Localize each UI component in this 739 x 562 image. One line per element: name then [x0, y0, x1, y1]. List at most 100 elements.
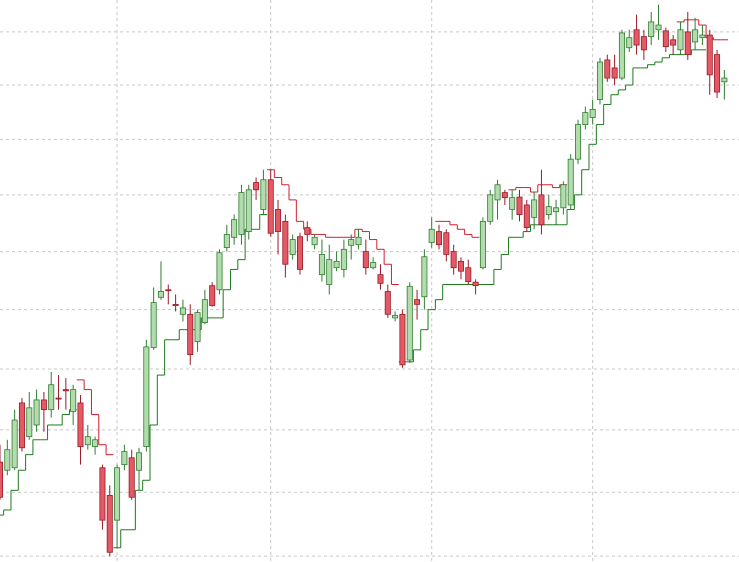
candle — [611, 54, 618, 86]
candle — [84, 424, 91, 450]
candle — [421, 249, 428, 310]
candle-body — [450, 251, 457, 269]
candle-body — [567, 158, 574, 206]
candle — [106, 485, 113, 557]
candle — [699, 25, 706, 46]
candle — [304, 221, 311, 242]
candle — [414, 289, 421, 320]
candle — [209, 282, 216, 307]
candle-body — [165, 289, 172, 292]
candle — [377, 264, 384, 290]
candle — [523, 199, 530, 232]
candle — [355, 229, 362, 250]
candle-body — [457, 260, 464, 272]
candle — [501, 189, 508, 205]
candle — [714, 49, 721, 98]
candle — [626, 29, 633, 52]
candle-body — [33, 399, 40, 426]
candle-body — [289, 239, 296, 255]
candle-body — [318, 254, 325, 276]
candle-body — [553, 207, 560, 213]
candle-body — [157, 291, 164, 298]
candle-body — [465, 267, 472, 283]
candle-body — [70, 389, 77, 412]
candle — [589, 99, 596, 125]
candle-body — [326, 259, 333, 285]
candle-body — [575, 124, 582, 160]
candle-body — [245, 189, 252, 232]
candle — [92, 436, 99, 455]
candle-body — [92, 439, 99, 447]
candle — [472, 279, 479, 295]
candle-body — [399, 313, 406, 366]
candle — [201, 289, 208, 325]
candle — [443, 229, 450, 262]
candle — [596, 57, 603, 105]
candle-body — [538, 194, 545, 226]
candle-body — [604, 59, 611, 79]
candle — [465, 259, 472, 285]
candle-body — [99, 467, 106, 521]
candle-body — [721, 77, 728, 83]
candle — [157, 261, 164, 300]
candle-body — [40, 399, 47, 411]
candle — [231, 214, 238, 245]
candle-body — [114, 467, 121, 521]
candle — [640, 29, 647, 60]
candle — [340, 239, 347, 278]
candle-body — [282, 220, 289, 265]
candle-body — [48, 384, 55, 411]
candle — [362, 239, 369, 275]
candle — [245, 184, 252, 240]
candle-body — [662, 30, 669, 48]
candle-body — [209, 285, 216, 306]
candle-body — [275, 209, 282, 232]
candle-body — [443, 232, 450, 255]
candle — [143, 339, 150, 452]
candle-body — [333, 260, 340, 269]
candle — [128, 449, 135, 500]
candle-body — [4, 449, 11, 471]
candle-body — [714, 54, 721, 93]
candle — [406, 282, 413, 364]
candle-body — [670, 39, 677, 46]
candle — [311, 234, 318, 250]
candle-body — [355, 236, 362, 246]
candle — [348, 234, 355, 260]
candle-body — [706, 34, 713, 76]
candle — [70, 384, 77, 425]
candle-body — [150, 302, 157, 348]
candle — [26, 391, 33, 440]
candle-body — [479, 220, 486, 269]
candle — [187, 304, 194, 365]
candle-body — [472, 281, 479, 287]
candle-body — [106, 494, 113, 553]
candle-body — [377, 274, 384, 284]
candle-body — [428, 228, 435, 243]
candle — [538, 169, 545, 235]
candle — [165, 284, 172, 305]
candle — [18, 398, 25, 452]
candle — [4, 439, 11, 476]
candle — [11, 409, 18, 471]
candle — [662, 27, 669, 52]
candle — [194, 309, 201, 352]
candle-body — [194, 312, 201, 342]
candle — [692, 17, 699, 50]
candle — [487, 189, 494, 225]
candle-body — [648, 21, 655, 38]
candle-body — [516, 196, 523, 215]
candle — [399, 309, 406, 368]
candle-body — [187, 313, 194, 356]
candle — [48, 372, 55, 418]
candle — [384, 284, 391, 318]
candle — [604, 54, 611, 82]
candle-body — [340, 248, 347, 270]
candle-body — [392, 315, 399, 319]
candle — [296, 232, 303, 275]
candle — [509, 189, 516, 220]
candle — [333, 251, 340, 272]
candle-body — [640, 36, 647, 51]
candle — [150, 287, 157, 350]
candle-body — [231, 219, 238, 238]
